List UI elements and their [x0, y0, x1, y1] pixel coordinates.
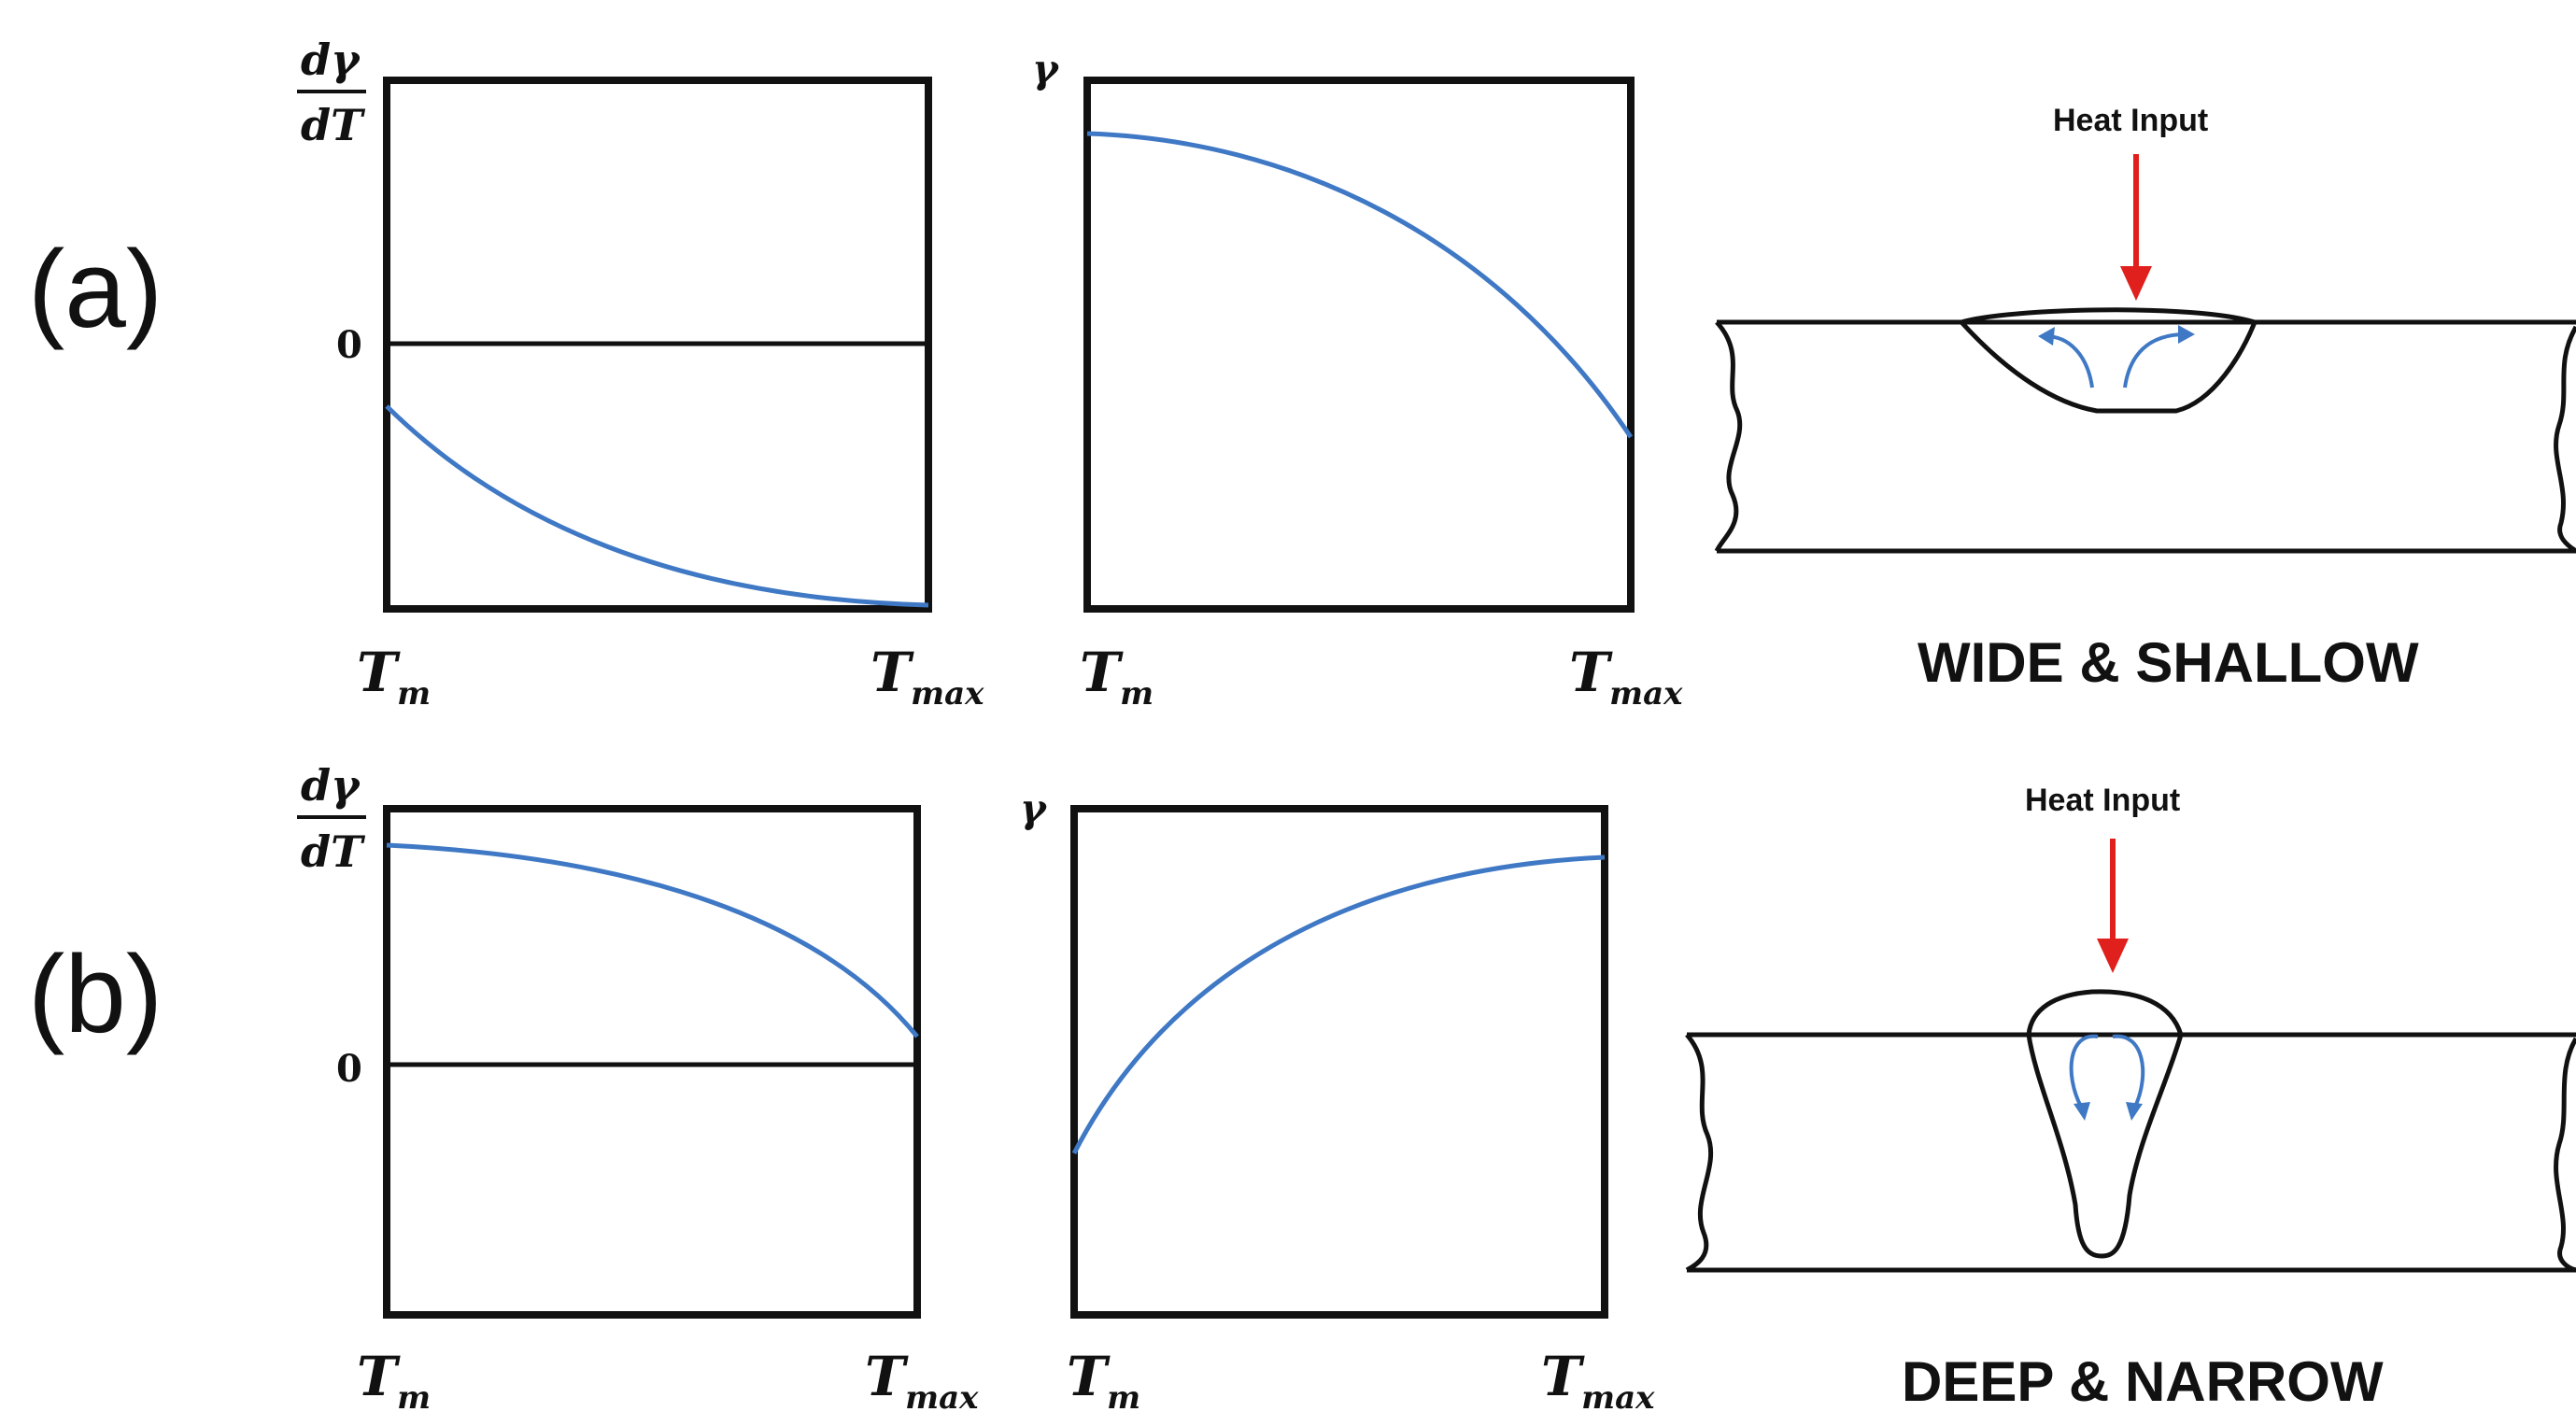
- x-max-label: Tmax: [870, 641, 984, 713]
- flow-arrow-right: [2112, 1034, 2145, 1108]
- flow-arrow-left: [2069, 1034, 2099, 1108]
- heat-input-label: Heat Input: [2053, 103, 2208, 138]
- derivative-plot-b: dγ dT 0 Tm Tmax: [297, 760, 979, 1412]
- heat-arrow-icon: [2097, 939, 2129, 973]
- plate-left-break: [1685, 1033, 1714, 1273]
- flow-arrow-right-icon: [2126, 1102, 2143, 1121]
- plot-frame: [383, 805, 921, 1319]
- heat-input-label: Heat Input: [2025, 783, 2180, 818]
- gamma-curve: [1086, 131, 1634, 439]
- x-min-label: Tm: [357, 1345, 431, 1412]
- row-label-b: (b): [28, 933, 163, 1056]
- weld-pool: [1959, 307, 2258, 414]
- y-label-denominator: dT: [301, 826, 366, 877]
- weld-diagram-a: Heat Input WIDE & SHALLOW: [1714, 103, 2576, 694]
- flow-arrow-right: [2123, 332, 2187, 388]
- weld-caption: WIDE & SHALLOW: [1918, 631, 2419, 694]
- x-max-label: Tmax: [865, 1345, 979, 1412]
- plate-right-break: [2554, 325, 2576, 554]
- plot-frame: [1070, 805, 1608, 1319]
- heat-arrow-icon: [2120, 266, 2152, 301]
- x-max-label: Tmax: [1569, 641, 1683, 713]
- gamma-plot-a: γ Tm Tmax: [1032, 46, 1683, 713]
- x-max-label: Tmax: [1541, 1345, 1655, 1412]
- x-min-label: Tm: [357, 641, 431, 713]
- weld-pool: [2026, 989, 2184, 1259]
- y-label-numerator: dγ: [301, 760, 361, 811]
- plate-right-break: [2554, 1037, 2576, 1273]
- y-label-gamma: γ: [1032, 46, 1060, 92]
- plot-frame: [1083, 77, 1635, 613]
- derivative-curve: [385, 404, 929, 608]
- zero-label: 0: [336, 323, 362, 367]
- y-label-denominator: dT: [301, 100, 366, 150]
- x-min-label: Tm: [1080, 641, 1154, 713]
- flow-arrow-left-icon: [2038, 327, 2055, 346]
- zero-label: 0: [336, 1047, 362, 1091]
- plate-left-break: [1714, 320, 1743, 553]
- derivative-curve: [386, 842, 919, 1038]
- flow-arrow-right-icon: [2178, 325, 2195, 344]
- gamma-plot-b: γ Tm Tmax: [1020, 785, 1655, 1412]
- weld-caption: DEEP & NARROW: [1902, 1350, 2384, 1412]
- row-label-a: (a): [28, 228, 163, 351]
- gamma-curve: [1071, 854, 1606, 1155]
- y-label-gamma: γ: [1020, 785, 1048, 831]
- weld-diagram-b: Heat Input DEEP & NARROW: [1685, 783, 2576, 1412]
- x-min-label: Tm: [1067, 1345, 1140, 1412]
- y-label-numerator: dγ: [301, 35, 361, 85]
- flow-arrow-left-icon: [2074, 1102, 2090, 1121]
- derivative-plot-a: dγ dT 0 Tm Tmax: [297, 35, 984, 713]
